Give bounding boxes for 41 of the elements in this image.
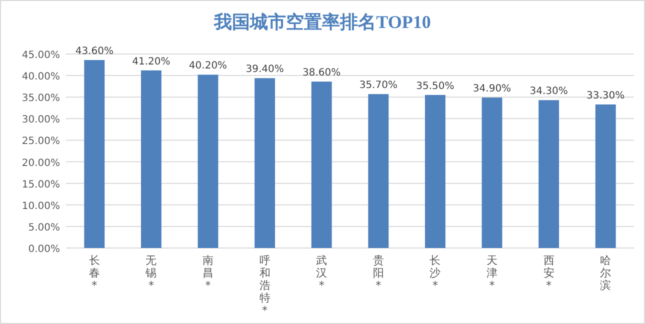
text: 35.70% [359, 80, 398, 92]
bar [311, 82, 332, 248]
y-tick-label: 5.00% [28, 222, 60, 234]
text: 34.30% [530, 86, 568, 98]
text: 41.20% [132, 56, 170, 68]
x-tick-label: 西安* [543, 254, 554, 292]
text: 35.50% [416, 80, 454, 92]
y-tick-label: 30.00% [22, 114, 60, 126]
x-tick-label: 贵阳* [372, 254, 384, 292]
bar [254, 78, 276, 248]
chart-title: 我国城市空置率排名TOP10 [213, 12, 431, 32]
y-tick-label: 45.00% [22, 50, 60, 61]
bar [140, 70, 162, 248]
bar [538, 100, 560, 248]
bar [368, 94, 389, 248]
text: 39.40% [246, 64, 284, 76]
y-tick-label: 20.00% [22, 158, 60, 169]
text: 40.20% [188, 60, 228, 72]
x-tick-label: 哈尔滨 [600, 254, 612, 292]
y-tick-label: 35.00% [22, 93, 60, 104]
x-tick-label: 武汉* [316, 254, 328, 292]
y-tick-label: 15.00% [22, 179, 60, 190]
x-tick-label: 无锡* [144, 254, 157, 292]
bar [595, 104, 616, 248]
x-tick-label: 长沙* [430, 254, 441, 292]
x-tick-label: 呼和浩特* [259, 254, 270, 317]
x-tick-label: 天津* [486, 254, 498, 292]
y-tick-label: 25.00% [22, 136, 60, 148]
bar [84, 60, 105, 248]
y-tick-label: 10.00% [22, 200, 60, 212]
text: 33.30% [586, 90, 625, 102]
x-tick-label: 南昌* [202, 254, 214, 292]
bar [424, 94, 446, 248]
y-tick-label: 0.00% [28, 244, 60, 255]
text: 34.90% [472, 84, 512, 95]
bar [482, 98, 502, 248]
text: 43.60% [75, 46, 114, 58]
bar [198, 74, 218, 248]
x-tick-label: 长春* [88, 254, 100, 292]
text: 38.60% [302, 68, 341, 79]
y-tick-label: 40.00% [22, 72, 60, 83]
